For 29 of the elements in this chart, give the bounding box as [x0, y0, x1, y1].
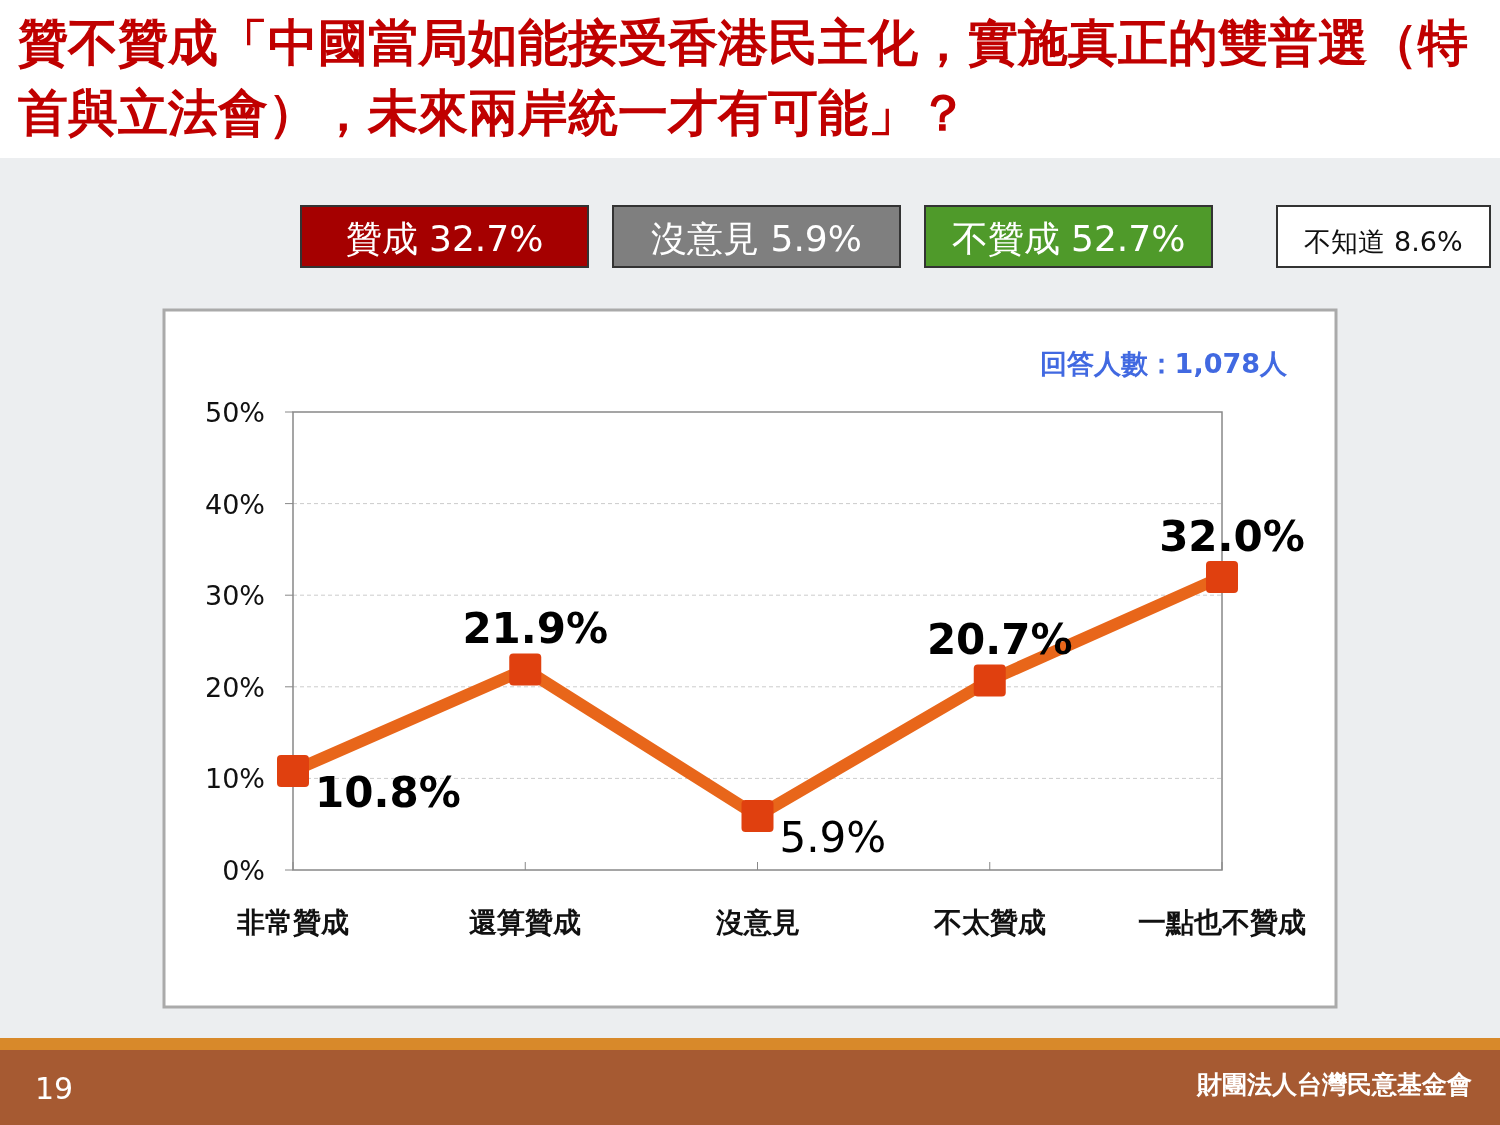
x-tick-label: 不太贊成 — [932, 906, 1046, 939]
annotation: 贊成 32.7% — [300, 205, 589, 268]
y-tick-label: 40% — [204, 488, 265, 520]
point — [1206, 560, 1238, 593]
text: 10.8% — [315, 768, 461, 818]
text: 20.7% — [926, 615, 1073, 665]
y-tick-label: 30% — [204, 580, 265, 612]
annotation: 沒意見 5.9% — [612, 205, 901, 268]
y-tick-label: 10% — [204, 763, 265, 795]
point — [741, 799, 774, 832]
y-tick-label: 0% — [222, 855, 265, 886]
x-tick-label: 沒意見 — [714, 906, 800, 939]
point — [277, 755, 309, 788]
y-tick-label: 50% — [204, 397, 265, 428]
annotation: 不贊成 52.7% — [924, 205, 1213, 268]
point — [973, 664, 1006, 697]
point — [509, 653, 542, 686]
annotation: 財團法人台灣民意基金會 — [1197, 1070, 1472, 1099]
x-tick-label: 還算贊成 — [469, 906, 582, 939]
annotation: 不知道 8.6% — [1276, 205, 1491, 268]
annotation: 19 — [35, 1071, 74, 1106]
text: 5.9% — [779, 812, 887, 862]
text: 32.0% — [1159, 511, 1305, 561]
x-tick-label: 一點也不贊成 — [1138, 906, 1306, 939]
text: 21.9% — [462, 604, 609, 654]
y-tick-label: 20% — [204, 671, 265, 703]
chart-title: 贊不贊成「中國當局如能接受香港民主化，實施真正的雙普選（特首與立法會），未來兩岸統一才有可能」？ — [18, 13, 1469, 144]
x-tick-label: 非常贊成 — [236, 906, 349, 939]
annotation: 回答人數：1,078人 — [1039, 348, 1287, 379]
